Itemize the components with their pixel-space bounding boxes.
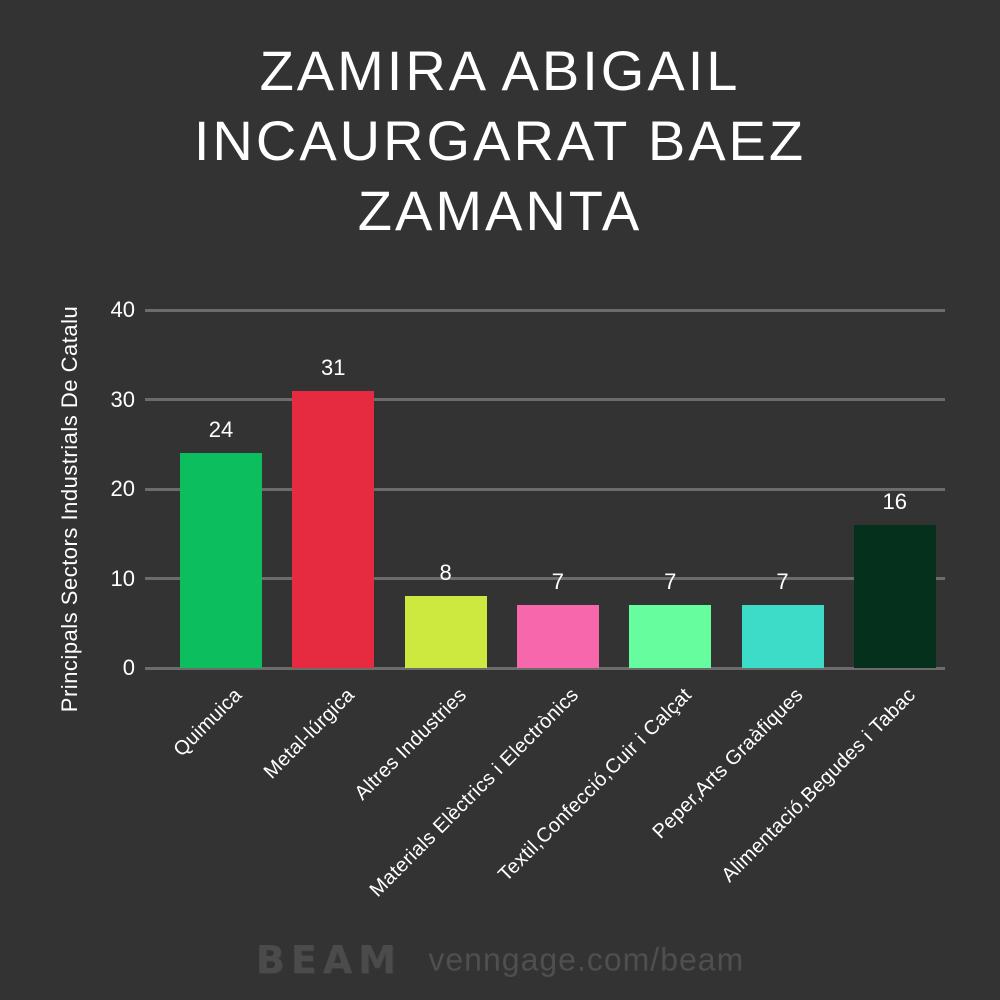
bar-value-4: 7 [551,569,565,595]
y-tick-label-10: 10 [110,565,135,591]
y-tick-label-0: 0 [122,655,135,680]
chart-title-line-1: ZAMIRA ABIGAIL [259,39,741,102]
footer: BEAM venngage.com/beam [0,938,1000,982]
plot-area: 0 10 20 30 40 24 Quimuica 31 Metal-lúrgica 8 Altre… [111,297,945,901]
gridline-y20 [145,487,945,491]
gridline-y0 [145,666,945,670]
x-axis-label-5: Textil,Confecció,Cuir i Calçat [493,684,696,886]
bar-value-3: 8 [439,560,452,586]
chart-title-line-2: INCAURGARAT BAEZ [193,109,807,172]
bar-value-2: 31 [321,354,346,380]
x-axis-label-3: Altres Industries [350,684,472,805]
y-tick-label-20: 20 [110,476,135,501]
bar-6 [741,605,824,668]
bar-7 [853,524,936,668]
beam-logo: BEAM [255,938,402,982]
bar-value-1: 24 [208,417,234,443]
x-axis-label-2: Metal-lúrgica [259,684,359,784]
gridline-y40 [145,308,945,312]
footer-url: venngage.com/beam [428,941,745,978]
bar-1 [180,453,262,668]
bar-value-6: 7 [776,569,789,595]
y-tick-label-40: 40 [110,297,135,322]
bar-value-7: 16 [882,488,908,514]
chart-title-line-3: ZAMANTA [357,179,643,242]
y-tick-label-30: 30 [110,386,135,412]
gridline-y10 [145,577,945,580]
bar-4 [516,605,599,668]
gridline-y30 [145,398,945,401]
bar-3 [404,596,487,668]
bar-2 [292,390,375,668]
x-axis-label-4: Materials Elèctrics i Electrònics [366,684,584,902]
bar-5 [629,605,712,668]
x-axis-label-7: Alimentació,Begudes i Tabac [717,684,921,887]
bar-value-5: 7 [664,569,677,595]
chart-title: ZAMIRA ABIGAIL INCAURGARAT BAEZ ZAMANTA [0,36,1000,246]
y-axis-title: Principals Sectors Industrials De Catalu [57,305,82,713]
x-axis-label-1: Quimuica [169,684,247,761]
